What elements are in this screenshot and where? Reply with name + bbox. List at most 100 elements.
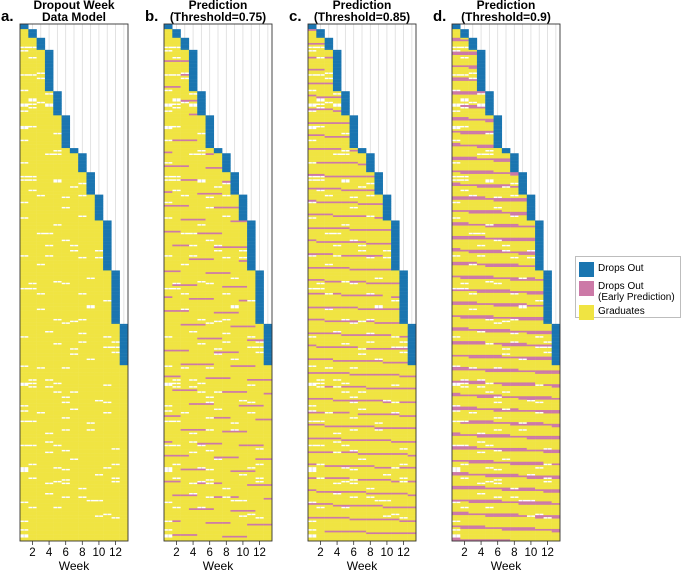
cell-graduate xyxy=(263,403,273,406)
cell-graduate xyxy=(172,156,181,159)
cell-graduate xyxy=(172,163,181,166)
cell-graduate xyxy=(263,372,273,375)
cell-graduate xyxy=(164,196,173,199)
cell-graduate xyxy=(28,254,37,257)
cell-dropout xyxy=(247,222,256,225)
cell-graduate xyxy=(119,441,129,444)
cell-graduate xyxy=(86,385,95,388)
cell-graduate xyxy=(28,403,37,406)
cell-dropout xyxy=(263,347,273,350)
cell-graduate xyxy=(103,370,112,373)
cell-graduate xyxy=(94,265,104,268)
cell-graduate xyxy=(28,504,37,507)
cell-graduate xyxy=(188,296,198,299)
cell-graduate xyxy=(238,320,248,323)
cell-graduate xyxy=(78,261,87,264)
cell-early xyxy=(213,272,223,275)
cell-graduate xyxy=(44,329,54,332)
cell-graduate xyxy=(69,258,79,261)
cell-graduate xyxy=(78,227,87,230)
cell-graduate xyxy=(78,365,87,368)
cell-graduate xyxy=(119,373,129,376)
cell-graduate xyxy=(188,416,198,419)
cell-graduate xyxy=(111,499,120,502)
cell-graduate xyxy=(53,260,62,263)
cell-graduate xyxy=(222,265,231,268)
cell-graduate xyxy=(238,237,248,240)
cell-graduate xyxy=(111,439,120,442)
cell-graduate xyxy=(188,248,198,251)
cell-graduate xyxy=(86,308,95,311)
cell-graduate xyxy=(28,82,37,85)
cell-graduate xyxy=(164,148,173,151)
cell-graduate xyxy=(263,373,273,376)
cell-graduate xyxy=(28,313,37,316)
cell-graduate xyxy=(44,354,54,357)
cell-dropout xyxy=(103,268,112,271)
cell-graduate xyxy=(44,315,54,318)
cell-graduate xyxy=(61,375,71,378)
cell-graduate xyxy=(86,477,95,480)
cell-graduate xyxy=(172,306,181,309)
cell-graduate xyxy=(20,496,29,499)
cell-graduate xyxy=(78,387,87,390)
cell-graduate xyxy=(94,523,104,526)
cell-graduate xyxy=(197,316,206,319)
cell-graduate xyxy=(172,144,181,147)
cell-graduate xyxy=(53,435,62,438)
cell-graduate xyxy=(44,394,54,397)
cell-graduate xyxy=(28,453,37,456)
cell-graduate xyxy=(28,425,37,428)
cell-dropout xyxy=(111,306,120,309)
cell-graduate xyxy=(172,215,181,218)
cell-graduate xyxy=(36,137,46,140)
cell-graduate xyxy=(78,406,87,409)
cell-graduate xyxy=(53,358,62,361)
cell-graduate xyxy=(180,67,190,70)
cell-graduate xyxy=(94,511,104,514)
cell-graduate xyxy=(78,304,87,307)
cell-graduate xyxy=(213,306,223,309)
cell-graduate xyxy=(111,509,120,512)
cell-graduate xyxy=(36,501,46,504)
cell-graduate xyxy=(36,428,46,431)
cell-graduate xyxy=(222,222,231,225)
cell-graduate xyxy=(222,223,231,226)
cell-graduate xyxy=(28,330,37,333)
cell-graduate xyxy=(86,382,95,385)
cell-dropout xyxy=(180,46,190,49)
cell-graduate xyxy=(180,315,190,318)
cell-graduate xyxy=(69,322,79,325)
cell-graduate xyxy=(53,316,62,319)
cell-graduate xyxy=(78,270,87,273)
cell-graduate xyxy=(53,323,62,326)
cell-graduate xyxy=(119,366,129,369)
cell-graduate xyxy=(53,468,62,471)
cell-graduate xyxy=(164,160,173,163)
cell-graduate xyxy=(164,144,173,147)
cell-graduate xyxy=(188,397,198,400)
cell-graduate xyxy=(164,237,173,240)
cell-graduate xyxy=(28,428,37,431)
cell-graduate xyxy=(36,173,46,176)
cell-graduate xyxy=(86,373,95,376)
cell-graduate xyxy=(230,313,239,316)
cell-graduate xyxy=(53,161,62,164)
cell-graduate xyxy=(197,185,206,188)
cell-graduate xyxy=(230,272,239,275)
cell-graduate xyxy=(205,194,215,197)
cell-graduate xyxy=(61,168,71,171)
cell-graduate xyxy=(69,484,79,487)
cell-graduate xyxy=(28,366,37,369)
cell-graduate xyxy=(61,392,71,395)
cell-graduate xyxy=(44,399,54,402)
cell-graduate xyxy=(86,339,95,342)
cell-graduate xyxy=(28,104,37,107)
cell-dropout xyxy=(247,239,256,242)
cell-graduate xyxy=(188,213,198,216)
cell-graduate xyxy=(172,149,181,152)
cell-graduate xyxy=(53,227,62,230)
cell-dropout xyxy=(188,77,198,80)
cell-graduate xyxy=(69,225,79,228)
cell-graduate xyxy=(53,397,62,400)
